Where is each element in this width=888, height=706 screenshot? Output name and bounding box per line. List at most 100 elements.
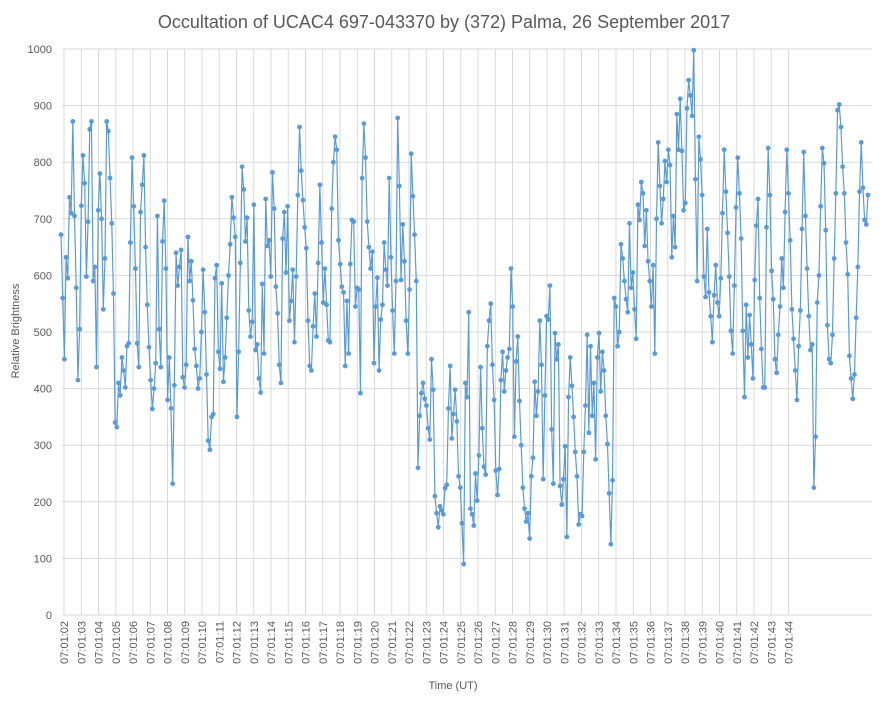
- data-point: [647, 278, 653, 284]
- data-point: [293, 274, 299, 279]
- data-point: [336, 237, 341, 243]
- data-point: [742, 394, 747, 400]
- data-point: [127, 240, 133, 245]
- data-point: [72, 213, 77, 219]
- data-point: [828, 360, 834, 366]
- data-point: [364, 219, 370, 225]
- data-point: [58, 232, 64, 238]
- data-point: [468, 506, 473, 511]
- data-point: [368, 266, 373, 272]
- x-tick-label: 07:01:32: [577, 621, 589, 664]
- data-point: [134, 340, 140, 346]
- data-point: [70, 119, 76, 124]
- data-point: [61, 356, 67, 362]
- data-point: [583, 403, 588, 408]
- data-point: [444, 482, 450, 488]
- data-point: [288, 298, 294, 304]
- x-tick-label: 07:01:31: [559, 621, 571, 664]
- data-point: [615, 343, 621, 349]
- data-point: [857, 189, 862, 195]
- x-tick-label: 07:01:34: [611, 621, 623, 664]
- x-tick-label: 07:01:24: [439, 621, 451, 664]
- x-tick-label: 07:01:08: [163, 621, 175, 664]
- data-point: [633, 336, 639, 342]
- x-tick-label: 07:01:12: [232, 621, 244, 664]
- data-point: [452, 387, 458, 393]
- data-point: [151, 386, 157, 391]
- data-point: [618, 241, 624, 247]
- data-point: [819, 145, 825, 151]
- data-point: [369, 249, 375, 255]
- data-point: [770, 296, 776, 302]
- data-point: [317, 182, 323, 188]
- data-point: [540, 476, 546, 482]
- data-point: [346, 351, 352, 356]
- data-point: [310, 323, 316, 329]
- data-point: [315, 260, 321, 266]
- data-point: [508, 266, 514, 272]
- data-point: [263, 196, 269, 202]
- data-point: [199, 329, 204, 335]
- data-point: [341, 289, 346, 295]
- data-point: [469, 511, 475, 517]
- data-point: [427, 437, 433, 442]
- x-tick-label: 07:01:09: [180, 621, 192, 664]
- x-tick-label: 07:01:17: [318, 621, 330, 664]
- data-point: [75, 377, 81, 383]
- data-point: [285, 203, 291, 209]
- data-point: [747, 312, 752, 318]
- data-point: [672, 244, 678, 250]
- data-point: [794, 397, 800, 403]
- data-point: [246, 308, 252, 313]
- data-point: [237, 260, 243, 266]
- data-point: [745, 355, 751, 360]
- data-point: [107, 175, 113, 181]
- data-point: [249, 319, 255, 325]
- x-tick-label: 07:01:27: [490, 621, 502, 664]
- x-tick-label: 07:01:16: [301, 621, 313, 664]
- data-point: [801, 149, 807, 155]
- data-point: [161, 198, 167, 204]
- data-point: [532, 379, 538, 385]
- data-point: [596, 330, 602, 336]
- data-point: [292, 339, 297, 345]
- data-point: [755, 196, 761, 202]
- data-point: [725, 230, 730, 236]
- data-point: [190, 297, 196, 303]
- data-point: [236, 349, 242, 355]
- data-point: [484, 343, 490, 349]
- x-tick-label: 07:01:37: [663, 621, 675, 664]
- data-point: [750, 376, 756, 381]
- data-point: [572, 449, 578, 455]
- data-point: [122, 385, 128, 390]
- data-point: [852, 372, 857, 377]
- data-point: [473, 471, 478, 476]
- data-point: [486, 318, 492, 324]
- data-point: [665, 147, 671, 153]
- data-point: [258, 390, 264, 395]
- x-tick-label: 07:01:44: [784, 621, 796, 664]
- data-point: [845, 271, 851, 277]
- data-point: [708, 313, 714, 319]
- x-tick-label: 07:01:04: [94, 621, 106, 664]
- data-point: [523, 519, 529, 525]
- data-point: [99, 216, 104, 222]
- data-point: [527, 536, 533, 541]
- data-point: [171, 382, 177, 388]
- data-point: [584, 332, 590, 338]
- data-point: [821, 160, 827, 166]
- data-point: [417, 413, 423, 419]
- data-point: [605, 441, 610, 447]
- data-point: [510, 304, 516, 309]
- data-point: [671, 213, 676, 219]
- data-point: [501, 389, 507, 394]
- x-tick-label: 07:01:41: [732, 621, 744, 664]
- data-point: [753, 223, 759, 228]
- data-point: [214, 262, 220, 268]
- data-point: [234, 414, 240, 420]
- data-point: [188, 258, 194, 264]
- data-point: [769, 268, 774, 274]
- data-point: [779, 256, 785, 261]
- data-point: [256, 376, 262, 381]
- data-point: [561, 476, 566, 482]
